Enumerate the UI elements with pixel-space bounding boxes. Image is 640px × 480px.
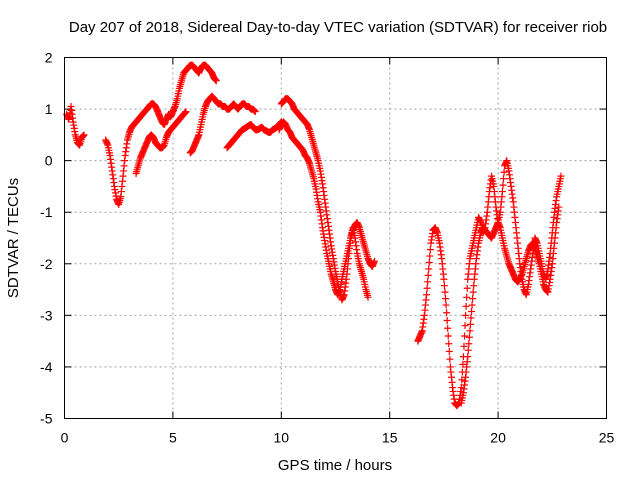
data-point	[463, 284, 471, 292]
data-point	[446, 355, 454, 363]
data-point	[425, 265, 433, 273]
data-point	[459, 360, 467, 368]
data-point	[251, 108, 259, 116]
grid-lines	[64, 57, 607, 419]
data-points	[63, 61, 565, 410]
data-point	[460, 332, 468, 340]
y-tick-label: -2	[40, 256, 53, 272]
y-tick-label: 1	[45, 101, 53, 117]
x-tick-label: 10	[274, 430, 290, 446]
series-seg9	[457, 203, 563, 407]
data-point	[467, 314, 475, 322]
y-tick-labels: -5 -4 -3 -2 -1 0 1 2	[40, 50, 53, 427]
x-axis-label: GPS time / hours	[278, 457, 392, 474]
data-point	[500, 175, 508, 183]
data-point	[445, 340, 453, 348]
series-seg4	[186, 92, 259, 157]
data-point	[468, 307, 476, 315]
plot-frame	[64, 57, 607, 419]
data-point	[364, 293, 372, 301]
y-tick-label: -5	[40, 411, 53, 427]
data-point	[462, 302, 470, 310]
data-point	[460, 342, 468, 350]
series-seg2	[102, 61, 220, 208]
data-point	[444, 332, 452, 340]
data-point	[461, 322, 469, 330]
x-tick-label: 25	[599, 430, 615, 446]
series-seg8	[414, 157, 565, 410]
x-tick-label: 15	[382, 430, 398, 446]
data-point	[465, 333, 473, 341]
y-axis-label: SDTVAR / TECUs	[5, 178, 22, 298]
data-point	[212, 77, 220, 85]
data-point	[499, 181, 507, 189]
data-point	[466, 327, 474, 335]
y-tick-label: 2	[45, 50, 53, 66]
x-tick-label: 5	[169, 430, 177, 446]
data-point	[442, 295, 450, 303]
y-tick-label: -1	[40, 204, 53, 220]
y-tick-label: -4	[40, 359, 53, 375]
data-point	[442, 301, 450, 309]
data-point	[444, 324, 452, 332]
chart-title: Day 207 of 2018, Sidereal Day-to-day VTE…	[69, 19, 607, 36]
series-seg6	[277, 95, 372, 304]
data-point	[443, 309, 451, 317]
data-point	[423, 291, 431, 299]
data-point	[500, 168, 508, 176]
data-point	[443, 317, 451, 325]
x-tick-label: 0	[61, 430, 69, 446]
data-point	[464, 353, 472, 361]
series-seg5	[223, 118, 285, 152]
data-point	[371, 257, 379, 265]
data-point	[426, 252, 434, 260]
data-point	[423, 284, 431, 292]
series-seg1	[63, 102, 88, 149]
x-tick-labels: 0 5 10 15 20 25	[61, 430, 615, 446]
data-point	[425, 258, 433, 266]
series-seg3	[132, 108, 190, 178]
data-point	[182, 108, 190, 116]
x-tick-label: 20	[490, 430, 506, 446]
data-point	[466, 320, 474, 328]
series-seg7	[275, 118, 379, 299]
data-point	[557, 172, 565, 180]
data-point	[445, 347, 453, 355]
data-point	[498, 188, 506, 196]
data-point	[426, 246, 434, 254]
data-point	[80, 131, 88, 139]
data-point	[440, 275, 448, 283]
data-point	[462, 311, 470, 319]
data-point	[464, 346, 472, 354]
data-point	[440, 282, 448, 290]
data-point	[424, 271, 432, 279]
data-point	[469, 295, 477, 303]
data-point	[469, 288, 477, 296]
y-tick-label: 0	[45, 153, 53, 169]
data-point	[468, 301, 476, 309]
data-point	[463, 293, 471, 301]
data-point	[470, 282, 478, 290]
data-point	[424, 278, 432, 286]
data-point	[555, 203, 563, 211]
data-point	[458, 376, 466, 384]
data-point	[441, 288, 449, 296]
data-point	[465, 340, 473, 348]
y-tick-label: -3	[40, 307, 53, 323]
